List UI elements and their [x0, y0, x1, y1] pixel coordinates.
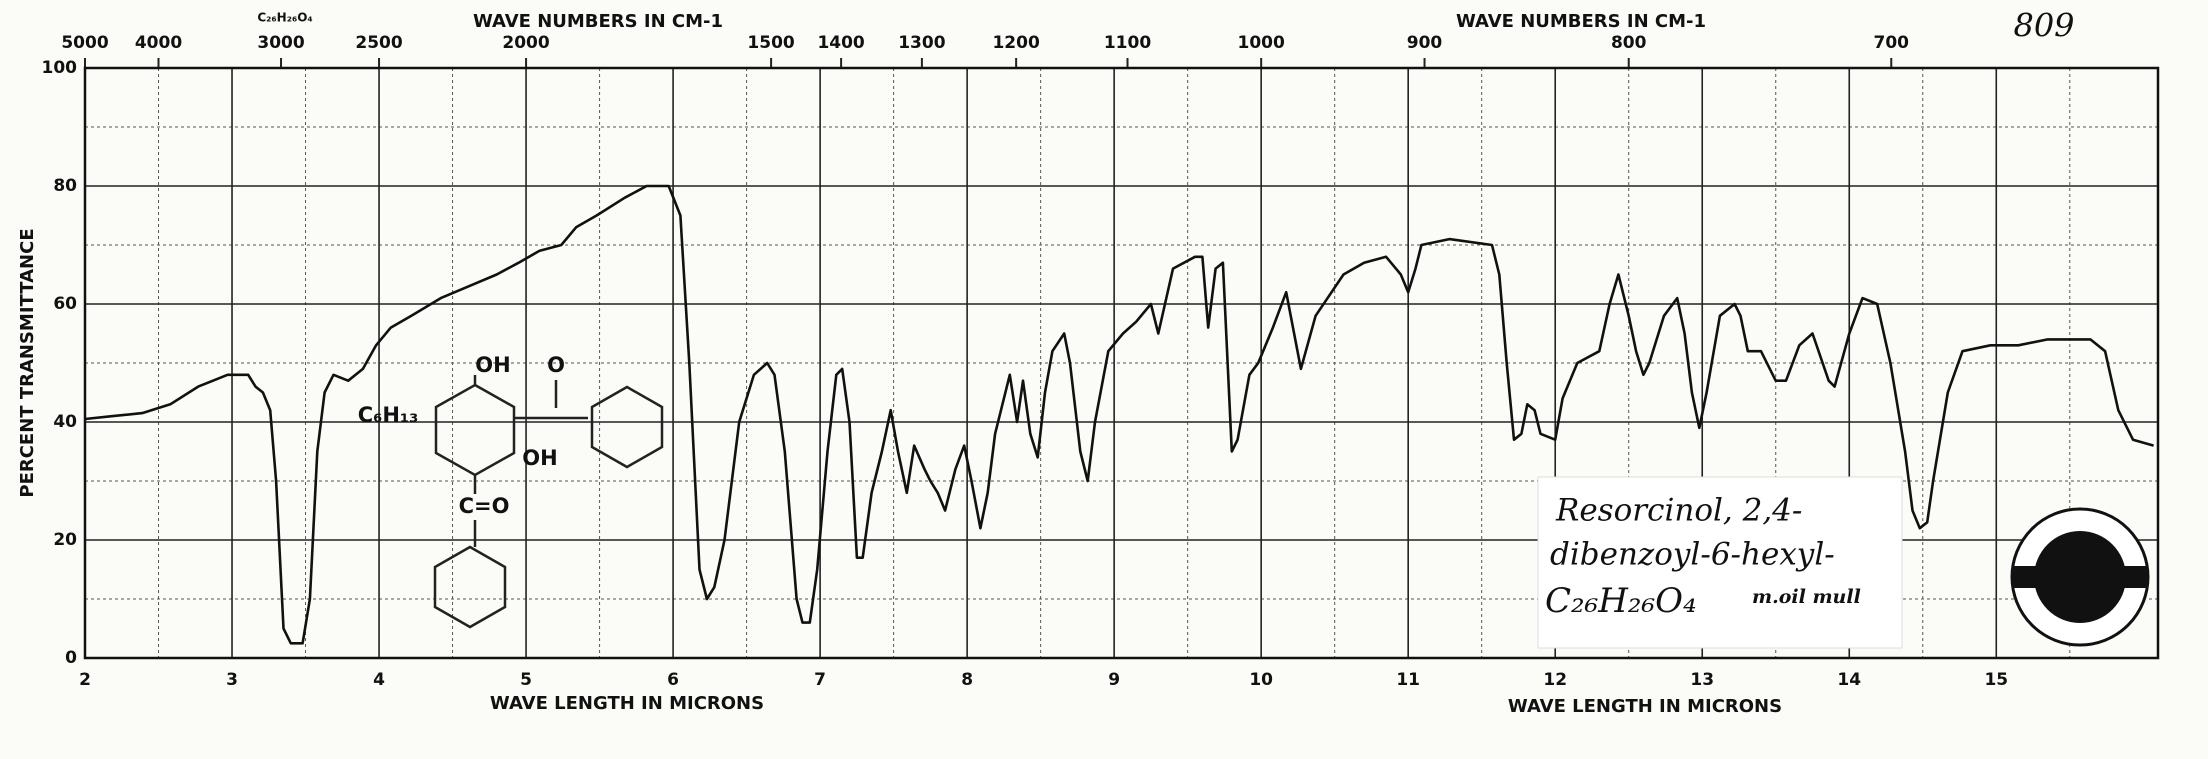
x-tick-label: 11 [1396, 670, 1420, 690]
ring [590, 385, 664, 469]
ring [434, 383, 516, 477]
structure-label: C=O [459, 494, 510, 518]
top-tick-label: 5000 [61, 33, 108, 53]
x-tick-label: 7 [814, 670, 826, 690]
top-tick-label: 800 [1611, 33, 1647, 53]
x-axis-title: WAVE LENGTH IN MICRONS [490, 693, 764, 714]
top-tick-label: 1200 [992, 33, 1039, 53]
x-tick-label: 3 [226, 670, 238, 690]
top-axis-title: WAVE NUMBERS IN CM-1 [473, 11, 723, 32]
y-tick-label: 20 [53, 530, 77, 550]
y-axis-title: PERCENT TRANSMITTANCE [17, 228, 38, 497]
y-tick-label: 0 [65, 648, 77, 668]
logo-band [2012, 566, 2148, 588]
top-tick-label: 4000 [135, 33, 182, 53]
top-tick-label: 700 [1874, 33, 1910, 53]
structure-label: OH [475, 353, 510, 377]
y-tick-label: 80 [53, 176, 77, 196]
formula-top: C₂₆H₂₆O₄ [257, 11, 312, 25]
top-tick-label: 1000 [1238, 33, 1285, 53]
x-axis-title: WAVE LENGTH IN MICRONS [1508, 696, 1782, 717]
top-tick-label: 1100 [1104, 33, 1151, 53]
top-tick-label: 2000 [502, 33, 549, 53]
x-tick-label: 15 [1984, 670, 2008, 690]
top-tick-label: 3000 [257, 33, 304, 53]
top-tick-label: 1500 [747, 33, 794, 53]
x-tick-label: 12 [1543, 670, 1567, 690]
top-tick-label: 1400 [817, 33, 864, 53]
top-tick-label: 900 [1407, 33, 1443, 53]
x-tick-label: 5 [520, 670, 532, 690]
logo [2010, 507, 2150, 647]
plot-frame [83, 66, 2160, 660]
structure [433, 375, 664, 629]
ring [433, 545, 507, 629]
x-tick-label: 10 [1249, 670, 1273, 690]
y-tick-label: 40 [53, 412, 77, 432]
top-tick-label: 1300 [898, 33, 945, 53]
y-tick-label: 100 [42, 58, 78, 78]
x-tick-label: 2 [79, 670, 91, 690]
x-tick-label: 8 [961, 670, 973, 690]
spectrum [84, 184, 2154, 645]
x-tick-label: 4 [373, 670, 385, 690]
annotation-text: Resorcinol, 2,4- [1555, 493, 1802, 529]
x-tick-label: 13 [1690, 670, 1714, 690]
structure-label: C₆H₁₃ [358, 403, 419, 427]
annotation-text: dibenzoyl-6-hexyl- [1550, 537, 1835, 573]
x-tick-label: 6 [667, 670, 679, 690]
x-tick-label: 9 [1108, 670, 1120, 690]
sheet-number: 809 [2013, 7, 2074, 45]
annotation-box [1537, 476, 1903, 649]
x-tick-label: 14 [1837, 670, 1861, 690]
structure-label: O [547, 353, 565, 377]
annotation-text: m.oil mull [1752, 586, 1861, 608]
annotation-text: C₂₆H₂₆O₄ [1545, 581, 1697, 621]
top-axis-title: WAVE NUMBERS IN CM-1 [1456, 11, 1706, 32]
top-tick-label: 2500 [355, 33, 402, 53]
structure-label: OH [522, 446, 557, 470]
y-tick-label: 60 [53, 294, 77, 314]
